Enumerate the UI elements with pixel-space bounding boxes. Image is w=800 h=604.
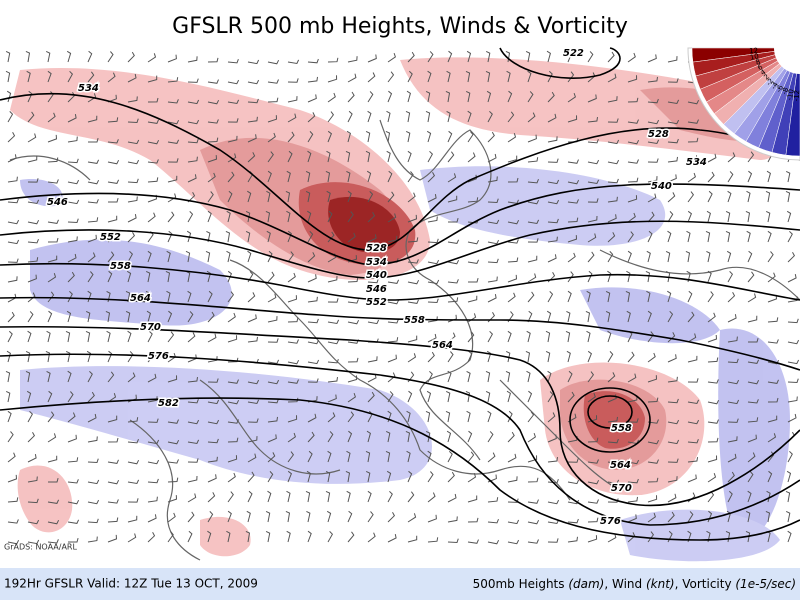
contour-label: 546	[366, 284, 387, 295]
contour-label: 552	[366, 297, 387, 308]
contour-label: 558	[404, 315, 425, 326]
contour-label: 546	[47, 197, 68, 208]
contour-label: 534	[686, 157, 707, 168]
credit: GrADS: NOAA/ARL	[4, 543, 77, 552]
contour-label: 564	[610, 460, 631, 471]
contour-label: 528	[648, 129, 669, 140]
contour-label: 540	[651, 181, 672, 192]
contour-label: 540	[366, 270, 387, 281]
contour-label: 522	[563, 48, 584, 59]
contour-label: 564	[130, 293, 151, 304]
contour-label: 528	[366, 243, 387, 254]
contour-label: 576	[148, 351, 169, 362]
contour-label: 576	[600, 516, 621, 527]
contour-label: 534	[366, 257, 387, 268]
footer-part: (1e-5/sec)	[735, 577, 796, 591]
title: GFSLR 500 mb Heights, Winds & Vorticity	[172, 14, 628, 39]
footer-part: 500mb Heights	[473, 577, 569, 591]
contour-label: 570	[611, 483, 632, 494]
footer-part: , Vorticity	[675, 577, 736, 591]
footer-part: , Wind	[604, 577, 646, 591]
legend-label: -12	[793, 90, 800, 102]
footer-right: 500mb Heights (dam), Wind (knt), Vortici…	[473, 577, 796, 591]
footer-left: 192Hr GFSLR Valid: 12Z Tue 13 OCT, 2009	[4, 577, 258, 591]
contour-label: 570	[140, 322, 161, 333]
map: 534 546 552 558 564 570 576 582 522 528 …	[0, 22, 800, 568]
contour-label: 558	[110, 261, 131, 272]
contour-label: 564	[432, 340, 453, 351]
contour-label: 558	[611, 423, 632, 434]
footer-part: (knt)	[646, 577, 675, 591]
contour-label: 552	[100, 232, 121, 243]
footer-part: (dam)	[568, 577, 604, 591]
contour-label: 582	[158, 398, 179, 409]
contour-label: 534	[78, 83, 99, 94]
